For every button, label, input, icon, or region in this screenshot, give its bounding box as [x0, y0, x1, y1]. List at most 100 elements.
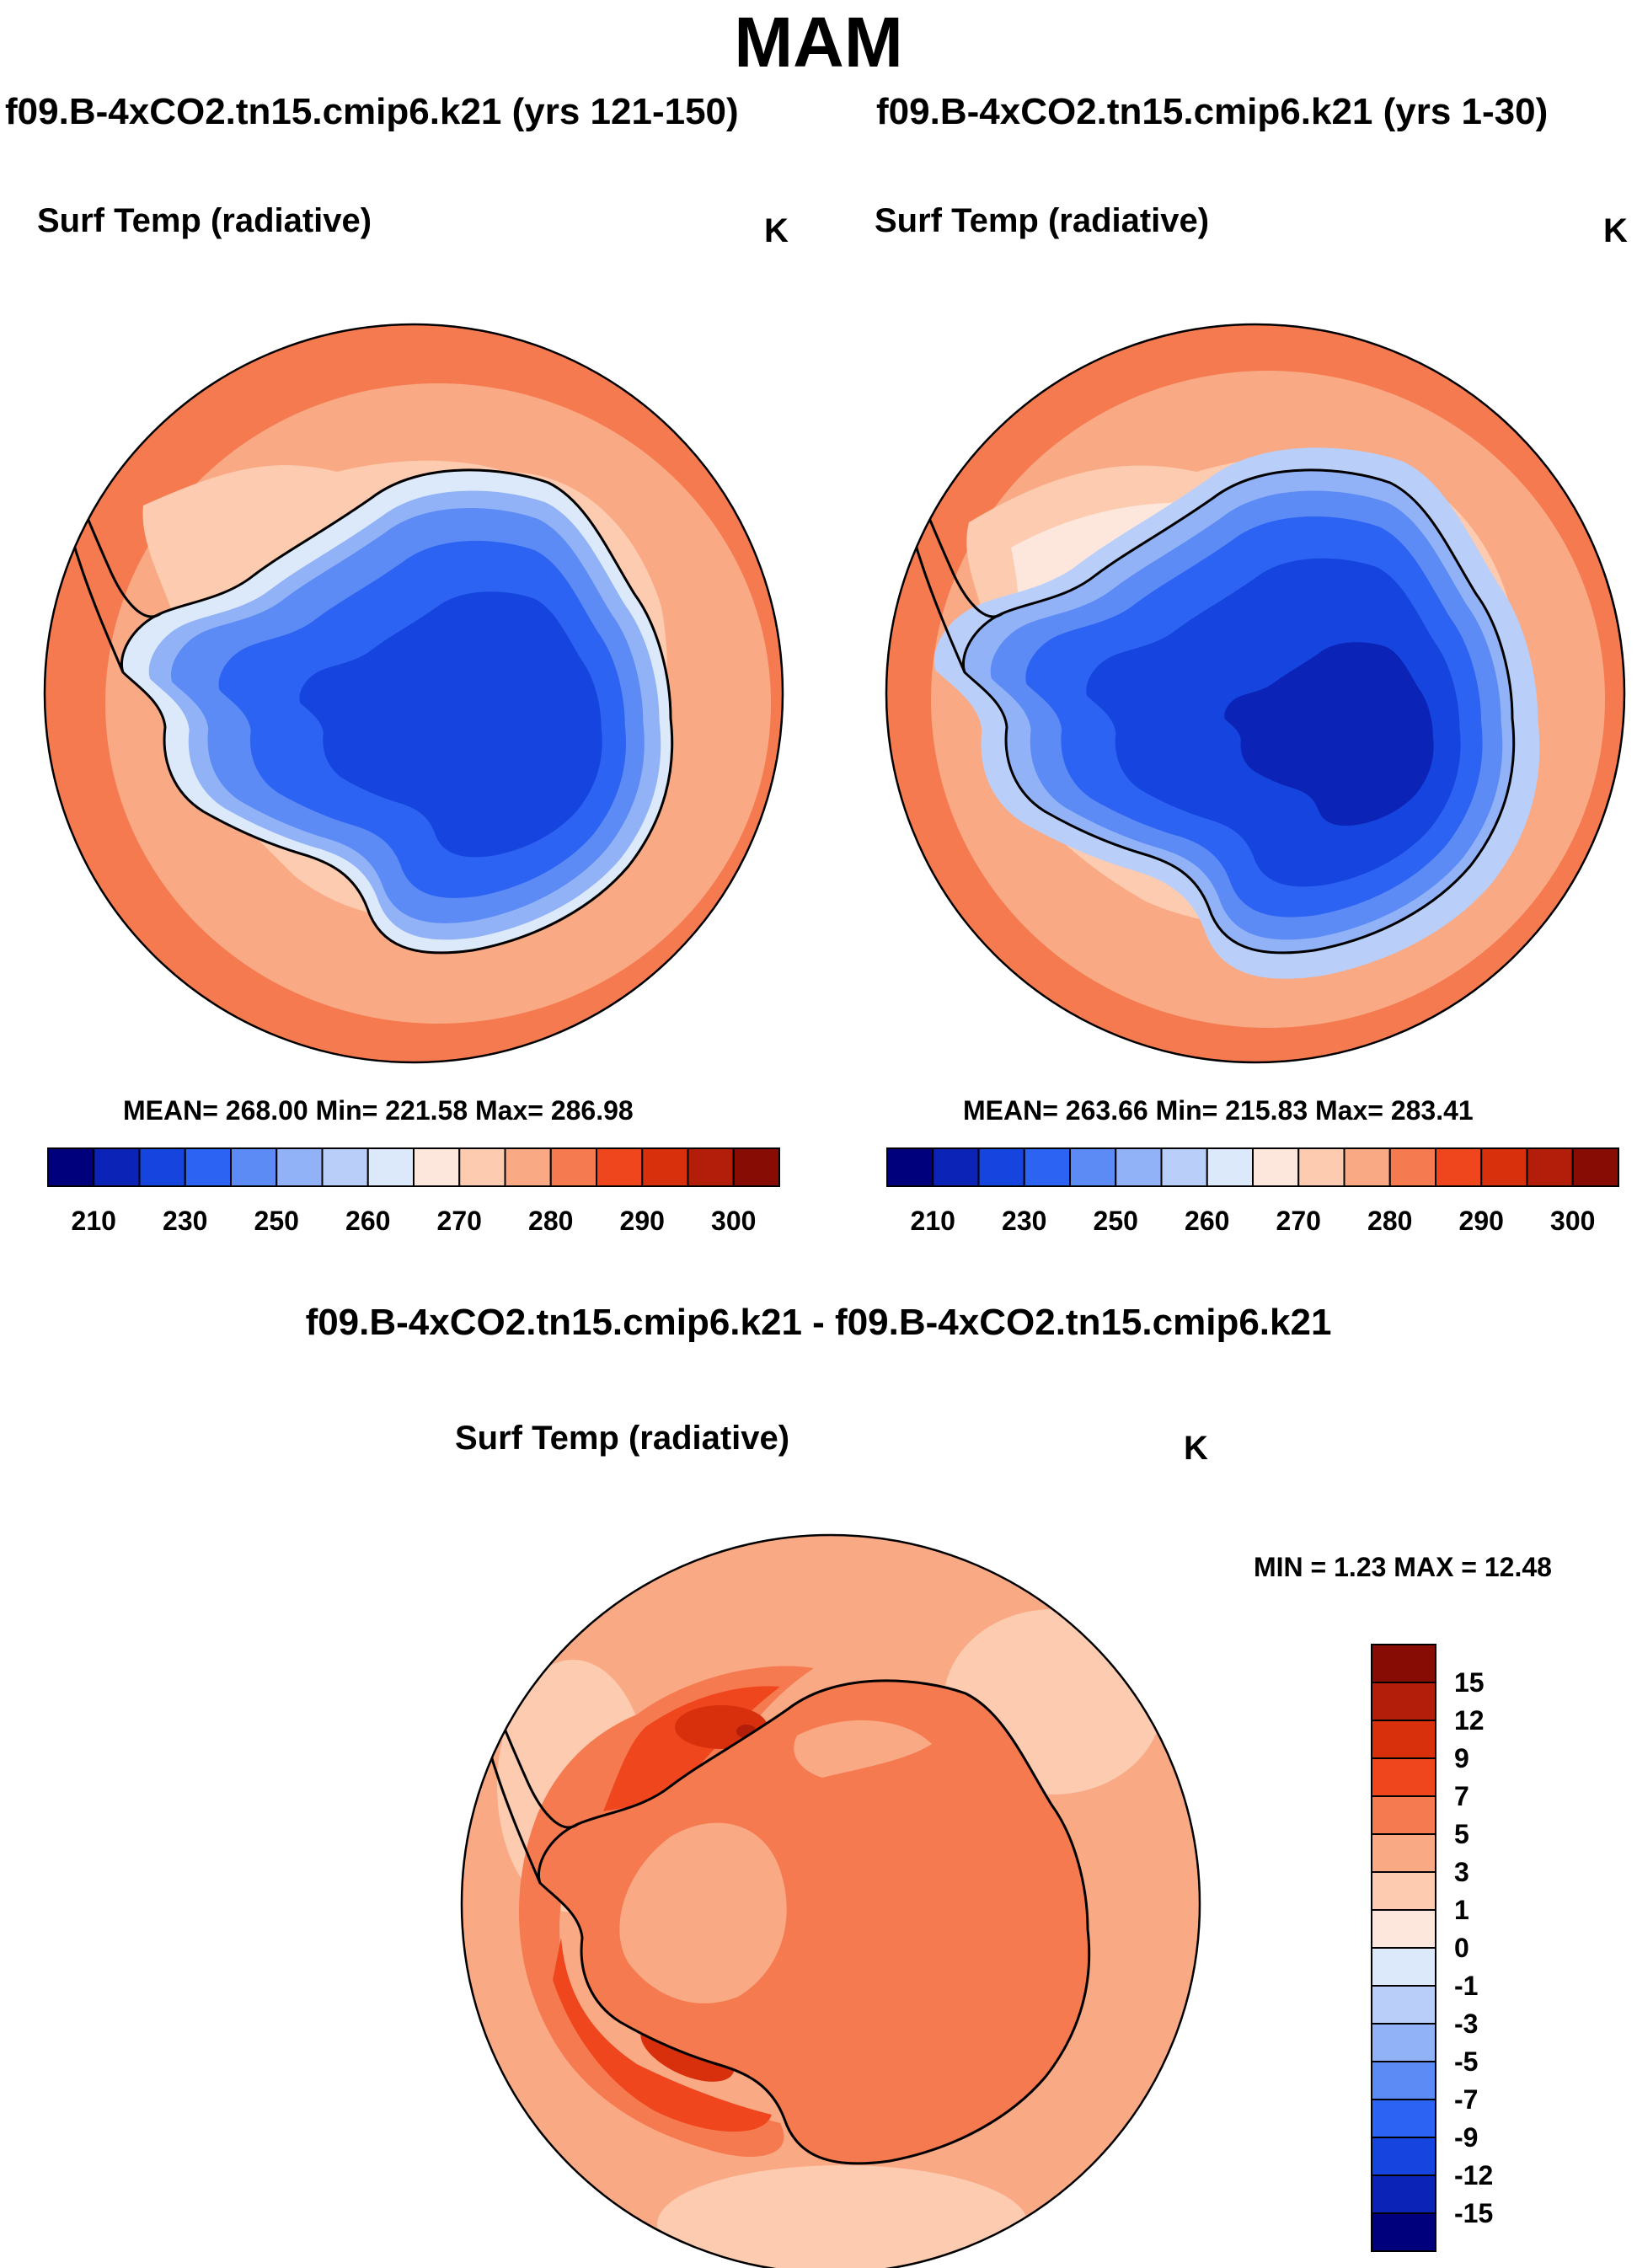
diff-colorbar-tick-label: 1	[1454, 1895, 1469, 1925]
diff-colorbar-box-9	[1371, 1985, 1436, 2025]
left-colorbar-box-7	[366, 1147, 415, 1187]
diff-colorbar-tick-label: -1	[1454, 1971, 1478, 2001]
right-colorbar-tick-label: 230	[1002, 1206, 1046, 1236]
diff-colorbar-box-2	[1371, 1720, 1436, 1759]
diff-colorbar-box-8	[1371, 1947, 1436, 1987]
left-colorbar-box-15	[732, 1147, 780, 1187]
right-colorbar-tick-label: 250	[1094, 1206, 1138, 1236]
left-colorbar-tick-label: 270	[437, 1206, 482, 1236]
diff-colorbar-box-3	[1371, 1757, 1436, 1797]
right-colorbar-tick-label: 210	[911, 1206, 955, 1236]
diff-colorbar-tick-label: 7	[1454, 1781, 1469, 1811]
left-panel-case-title: f09.B-4xCO2.tn15.cmip6.k21 (yrs 121-150)	[5, 91, 739, 132]
diff-colorbar-tick-label: 5	[1454, 1819, 1469, 1849]
left-colorbar-tick-label: 300	[711, 1206, 756, 1236]
diff-colorbar-tick-label: 0	[1454, 1933, 1469, 1963]
right-panel-variable-label: Surf Temp (radiative)	[875, 202, 1210, 239]
right-colorbar-tick-label: 300	[1550, 1206, 1595, 1236]
right-colorbar-tick-label: 290	[1459, 1206, 1504, 1236]
diff-panel-variable-label: Surf Temp (radiative)	[455, 1420, 790, 1457]
diff-colorbar-box-0	[1371, 1644, 1436, 1683]
diff-map-boundary	[460, 1533, 1201, 2268]
right-colorbar-tick-label: 260	[1185, 1206, 1229, 1236]
right-colorbar-tick-label: 270	[1276, 1206, 1321, 1236]
right-colorbar-box-7	[1206, 1147, 1254, 1187]
right-map	[885, 323, 1626, 1064]
diff-map-light-patch-s	[657, 2165, 1028, 2268]
left-colorbar-box-9	[458, 1147, 506, 1187]
left-panel-units-label: K	[764, 212, 789, 249]
diff-colorbar-box-12	[1371, 2099, 1436, 2138]
right-colorbar-box-11	[1388, 1147, 1436, 1187]
right-colorbar-box-15	[1571, 1147, 1619, 1187]
left-colorbar-tick-label: 250	[254, 1206, 299, 1236]
left-colorbar-tick-label: 210	[72, 1206, 116, 1236]
diff-map	[460, 1533, 1201, 2268]
left-colorbar-box-1	[93, 1147, 141, 1187]
left-colorbar-box-14	[687, 1147, 735, 1187]
left-colorbar-box-13	[641, 1147, 689, 1187]
left-panel-stats: MEAN= 268.00 Min= 221.58 Max= 286.98	[123, 1095, 634, 1126]
left-colorbar-box-2	[138, 1147, 186, 1187]
diff-colorbar-box-14	[1371, 2174, 1436, 2214]
diff-colorbar-box-6	[1371, 1871, 1436, 1911]
left-colorbar-box-11	[549, 1147, 597, 1187]
diff-colorbar-tick-label: -3	[1454, 2009, 1478, 2039]
diff-colorbar-tick-label: 3	[1454, 1857, 1469, 1887]
diff-colorbar-box-4	[1371, 1795, 1436, 1835]
left-colorbar-tick-label: 230	[163, 1206, 207, 1236]
left-map-boundary	[43, 323, 784, 1064]
diff-colorbar-tick-label: 12	[1454, 1705, 1485, 1736]
left-panel-variable-label: Surf Temp (radiative)	[37, 202, 372, 239]
diff-colorbar-tick-label: 9	[1454, 1743, 1469, 1773]
diff-colorbar: 15 12 9 7 5 3 1 0 -1 -3 -5 -7 -9 -12 -15	[1371, 1644, 1493, 2252]
right-colorbar-box-13	[1480, 1147, 1528, 1187]
right-colorbar-box-0	[886, 1147, 934, 1187]
diff-colorbar-box-11	[1371, 2061, 1436, 2100]
left-colorbar-box-0	[47, 1147, 95, 1187]
diff-colorbar-box-1	[1371, 1682, 1436, 1721]
left-colorbar-box-8	[413, 1147, 461, 1187]
right-colorbar-box-2	[977, 1147, 1025, 1187]
left-colorbar-box-12	[596, 1147, 644, 1187]
right-panel-stats: MEAN= 263.66 Min= 215.83 Max= 283.41	[963, 1095, 1474, 1126]
diff-panel-stats: MIN = 1.23 MAX = 12.48	[1254, 1552, 1552, 1582]
left-colorbar-tick-label: 280	[528, 1206, 573, 1236]
right-colorbar-box-4	[1069, 1147, 1117, 1187]
diff-colorbar-tick-label: -5	[1454, 2046, 1478, 2077]
diff-colorbar-box-10	[1371, 2023, 1436, 2062]
left-colorbar-box-3	[184, 1147, 232, 1187]
right-colorbar-box-9	[1297, 1147, 1345, 1187]
right-colorbar-box-5	[1115, 1147, 1163, 1187]
left-colorbar-box-10	[504, 1147, 552, 1187]
diff-map-antarctica	[484, 1666, 1091, 2165]
right-colorbar-box-8	[1252, 1147, 1300, 1187]
right-panel-units-label: K	[1603, 212, 1628, 249]
difference-title: f09.B-4xCO2.tn15.cmip6.k21 - f09.B-4xCO2…	[305, 1302, 1332, 1343]
left-colorbar-box-6	[321, 1147, 369, 1187]
right-colorbar-box-10	[1343, 1147, 1391, 1187]
right-colorbar: 210 230 250 260 270 280 290 300	[886, 1147, 1619, 1236]
left-colorbar-box-5	[276, 1147, 324, 1187]
left-colorbar: 210 230 250 260 270 280 290 300	[47, 1147, 780, 1236]
diff-colorbar-box-5	[1371, 1833, 1436, 1873]
diff-colorbar-tick-label: -7	[1454, 2084, 1478, 2115]
left-colorbar-tick-label: 290	[620, 1206, 665, 1236]
figure-season-title: MAM	[734, 3, 903, 82]
right-colorbar-tick-label: 280	[1367, 1206, 1412, 1236]
right-panel-case-title: f09.B-4xCO2.tn15.cmip6.k21 (yrs 1-30)	[876, 91, 1549, 132]
diff-colorbar-tick-label: 15	[1454, 1667, 1485, 1698]
diff-colorbar-box-7	[1371, 1909, 1436, 1949]
right-colorbar-box-6	[1160, 1147, 1208, 1187]
diff-colorbar-tick-label: -12	[1454, 2160, 1493, 2190]
left-map	[43, 323, 784, 1064]
diff-colorbar-box-13	[1371, 2137, 1436, 2176]
diff-colorbar-box-15	[1371, 2212, 1436, 2252]
right-colorbar-box-3	[1023, 1147, 1071, 1187]
left-colorbar-box-4	[230, 1147, 278, 1187]
right-colorbar-box-12	[1435, 1147, 1483, 1187]
diff-colorbar-tick-label: -15	[1454, 2198, 1493, 2228]
diff-colorbar-tick-label: -9	[1454, 2122, 1478, 2153]
right-colorbar-box-1	[932, 1147, 980, 1187]
